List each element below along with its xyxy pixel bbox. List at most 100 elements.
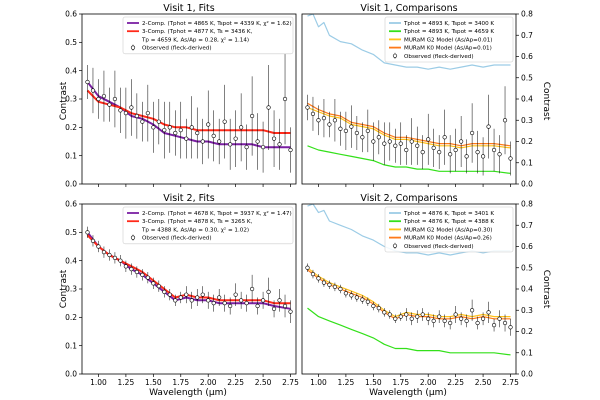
observed-point bbox=[123, 111, 128, 116]
y-tick-label: 0.6 bbox=[65, 10, 77, 19]
panel-title: Visit 2, Fits bbox=[163, 193, 214, 204]
y-tick-label: 0.8 bbox=[521, 200, 533, 209]
legend-label: 3-Comp. (Tphot = 4878 K, Ts = 3265 K, bbox=[142, 219, 253, 225]
y-tick-label: 0.1 bbox=[521, 348, 533, 357]
legend-label: Tphot = 4893 K, Tspot = 3400 K bbox=[403, 21, 494, 27]
observed-point bbox=[244, 145, 249, 150]
x-axis-label-right: Wavelength (μm) bbox=[369, 388, 447, 398]
legend-swatch-marker bbox=[392, 243, 398, 248]
legend-box bbox=[122, 206, 294, 245]
observed-point bbox=[167, 292, 172, 297]
observed-point bbox=[448, 320, 453, 326]
observed-point bbox=[316, 118, 321, 123]
legend-label: Tphot = 4893 K, Tspot = 4659 K bbox=[403, 29, 494, 35]
legend-label: 2-Comp. (Tphot = 4865 K, Tspot = 4339 K,… bbox=[142, 20, 292, 27]
legend-label: Tphot = 4876 K, Tspot = 4388 K bbox=[403, 219, 494, 225]
y-tick-label: 0.2 bbox=[521, 137, 533, 146]
observed-point bbox=[244, 301, 249, 306]
observed-point bbox=[497, 316, 502, 321]
observed-point bbox=[497, 152, 502, 157]
observed-point bbox=[475, 150, 480, 155]
observed-point bbox=[321, 116, 327, 121]
observed-point bbox=[107, 252, 112, 258]
legend-label: MURaM K0 Model (As/Ap=0.26) bbox=[404, 236, 492, 242]
panel-title: Visit 2, Comparisons bbox=[360, 193, 457, 204]
observed-point bbox=[464, 318, 469, 323]
y-tick-label: 0.4 bbox=[65, 66, 77, 75]
observed-point bbox=[371, 303, 376, 309]
x-tick-label: 1.25 bbox=[118, 378, 135, 387]
y-axis-label-left-top: Contrast bbox=[59, 81, 69, 120]
observed-point bbox=[162, 128, 167, 133]
observed-point bbox=[486, 310, 491, 315]
y-tick-label: 0.1 bbox=[65, 341, 77, 350]
panel-title: Visit 1, Comparisons bbox=[360, 3, 457, 14]
panel-title: Visit 1, Fits bbox=[163, 3, 214, 14]
observed-point bbox=[459, 316, 464, 321]
observed-point bbox=[398, 141, 403, 146]
observed-point bbox=[189, 298, 194, 303]
y-tick-label: 0.2 bbox=[65, 123, 77, 132]
legend-label: MURaM G2 Model (As/Ap=0.01) bbox=[404, 37, 492, 43]
observed-point bbox=[382, 310, 387, 315]
observed-point bbox=[266, 289, 271, 294]
observed-point bbox=[321, 280, 327, 285]
legend-label: MURaM K0 Model (As/Ap=0.01) bbox=[404, 46, 492, 52]
observed-point bbox=[464, 154, 469, 159]
observed-point bbox=[349, 124, 354, 129]
observed-point bbox=[431, 145, 436, 150]
observed-point bbox=[85, 230, 90, 235]
y-tick-label: 0.3 bbox=[521, 116, 533, 125]
y-tick-label: 0.1 bbox=[521, 158, 533, 167]
legend-label: 2-Comp. (Tphot = 4678 K, Tspot = 3937 K,… bbox=[142, 210, 292, 217]
y-tick-label: 0.1 bbox=[65, 151, 77, 160]
observed-point bbox=[426, 137, 431, 142]
observed-point bbox=[376, 306, 381, 311]
y-tick-label: 0.2 bbox=[65, 313, 77, 322]
observed-point bbox=[415, 314, 420, 319]
observed-point bbox=[200, 292, 205, 297]
observed-point bbox=[404, 312, 409, 317]
y-tick-label: 0.5 bbox=[65, 38, 77, 47]
legend-box bbox=[384, 206, 514, 253]
observed-point bbox=[277, 142, 282, 147]
observed-point bbox=[112, 255, 118, 260]
observed-point bbox=[354, 295, 359, 300]
observed-point bbox=[222, 301, 227, 306]
observed-point bbox=[332, 118, 338, 123]
legend-label: 3-Comp. (Tphot = 4877 K, Ts = 3436 K, bbox=[142, 29, 253, 35]
observed-point bbox=[437, 150, 442, 155]
observed-point bbox=[200, 139, 205, 144]
observed-point bbox=[140, 272, 145, 277]
observed-point bbox=[156, 119, 161, 124]
series-line bbox=[307, 145, 511, 174]
y-tick-label: 0.2 bbox=[521, 327, 533, 336]
observed-point bbox=[173, 130, 178, 136]
observed-point bbox=[271, 136, 277, 141]
observed-point bbox=[271, 306, 277, 311]
observed-point bbox=[90, 88, 96, 93]
observed-point bbox=[459, 139, 464, 144]
observed-point bbox=[343, 128, 348, 133]
legend-box bbox=[122, 16, 294, 55]
observed-point bbox=[480, 154, 486, 159]
panel-visit1-fits: Visit 1, Fits 0.0 0.1 0.2 0.3 0.4 0.5 0.6 2-Comp… bbox=[65, 3, 297, 189]
legend: Tphot = 4893 K, Tspot = 3400 K Tphot = 48… bbox=[384, 16, 514, 63]
panel-visit2-comparisons: Visit 2, Comparisons 0.0 0.1 0.2 0.3 0.4 0.5 0.… bbox=[301, 193, 533, 387]
observed-point bbox=[101, 250, 107, 255]
observed-point bbox=[316, 276, 321, 281]
observed-point bbox=[475, 320, 480, 326]
observed-point bbox=[393, 143, 398, 148]
observed-point bbox=[437, 314, 442, 319]
observed-point bbox=[156, 284, 161, 289]
observed-point bbox=[206, 298, 211, 303]
observed-point bbox=[365, 299, 370, 304]
observed-point bbox=[222, 119, 227, 124]
x-tick-label: 2.00 bbox=[420, 378, 437, 387]
observed-point bbox=[491, 147, 497, 153]
legend-label: Observed (fleck-derived) bbox=[404, 244, 474, 250]
plot-area bbox=[85, 53, 293, 173]
series-line bbox=[307, 307, 511, 356]
observed-point bbox=[453, 312, 458, 317]
